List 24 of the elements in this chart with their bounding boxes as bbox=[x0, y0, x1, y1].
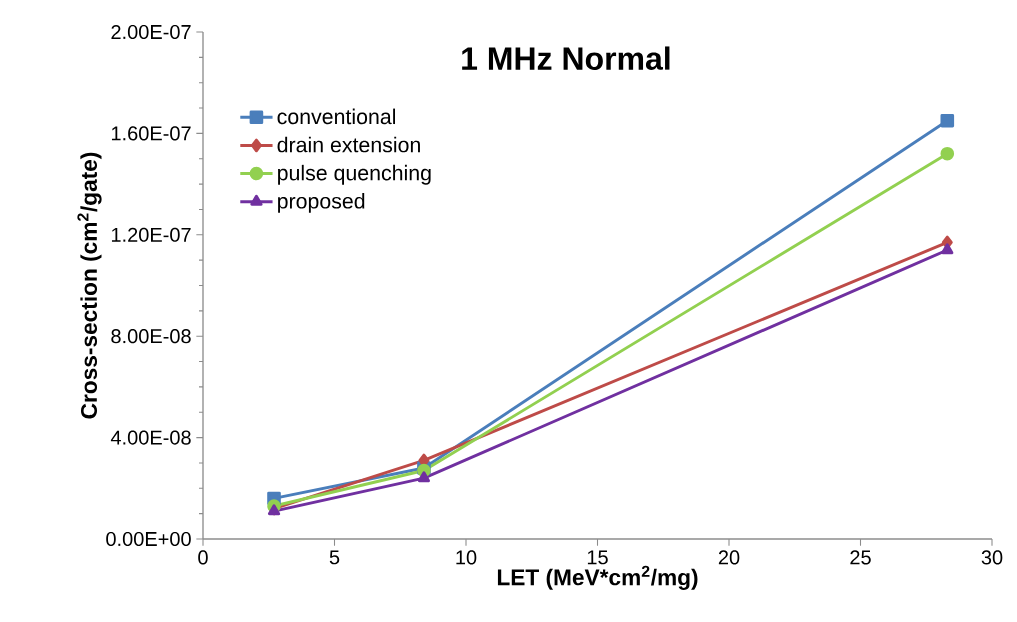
legend-label: conventional bbox=[277, 108, 395, 125]
y-axis-title: Cross-section (cm$^{2}$/gate) bbox=[77, 152, 102, 419]
chart-title: 1 MHz Normal bbox=[462, 46, 670, 70]
legend-label: drain extension bbox=[277, 136, 420, 153]
x-tick-label: 5 bbox=[329, 550, 340, 565]
point bbox=[940, 113, 955, 128]
y-tick-label: 2.00E-07 bbox=[111, 24, 191, 40]
x-tick-label: 20 bbox=[718, 550, 740, 565]
y-tick-label: 1.60E-07 bbox=[111, 126, 191, 141]
y-tick-label: 4.00E-08 bbox=[110, 430, 191, 445]
y-tick-label: 8.00E-08 bbox=[111, 329, 191, 344]
legend-label: pulse quenching bbox=[278, 164, 431, 185]
x-tick-label: 15 bbox=[587, 550, 608, 565]
point bbox=[940, 146, 955, 161]
point bbox=[941, 243, 954, 255]
x-axis-title: LET (MeV*cm$^{2}$/mg) bbox=[497, 565, 698, 590]
x-tick-label: 30 bbox=[981, 550, 1003, 565]
x-tick-label: 25 bbox=[850, 550, 871, 565]
y-tick-label: 1.20E-07 bbox=[111, 227, 191, 242]
legend-label: proposed bbox=[278, 192, 365, 213]
x-tick-label: 0 bbox=[198, 550, 208, 565]
y-tick-label: 0.00E+00 bbox=[106, 531, 191, 547]
point bbox=[417, 471, 431, 483]
x-tick-label: 10 bbox=[456, 550, 477, 565]
